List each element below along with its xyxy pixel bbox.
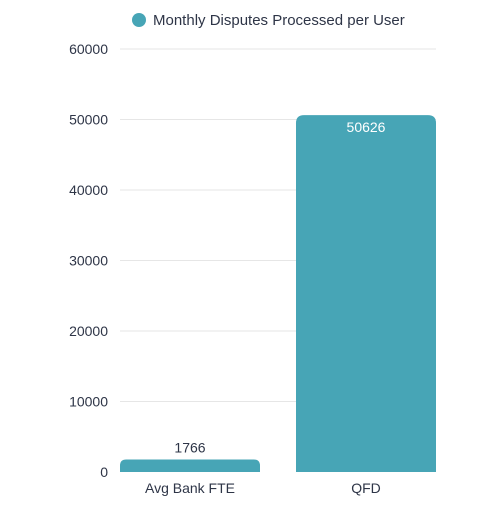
data-label: 1766 [174,440,205,456]
y-tick-label: 0 [100,464,108,480]
y-tick-label: 60000 [69,41,108,57]
bars [120,115,436,472]
data-labels: 1766 50626 [174,119,385,455]
legend-swatch [132,13,146,27]
data-label: 50626 [347,119,386,135]
x-tick-label: Avg Bank FTE [145,480,235,496]
y-axis-tick-labels: 0 10000 20000 30000 40000 50000 60000 [69,41,108,480]
y-tick-label: 10000 [69,394,108,410]
legend-label: Monthly Disputes Processed per User [153,12,405,29]
bar-qfd [296,115,436,472]
y-tick-label: 30000 [69,253,108,269]
x-axis-tick-labels: Avg Bank FTE QFD [145,480,381,496]
y-tick-label: 40000 [69,182,108,198]
y-tick-label: 50000 [69,112,108,128]
y-tick-label: 20000 [69,323,108,339]
bar-avg-bank-fte [120,459,260,472]
legend: Monthly Disputes Processed per User [132,12,405,29]
x-tick-label: QFD [351,480,381,496]
